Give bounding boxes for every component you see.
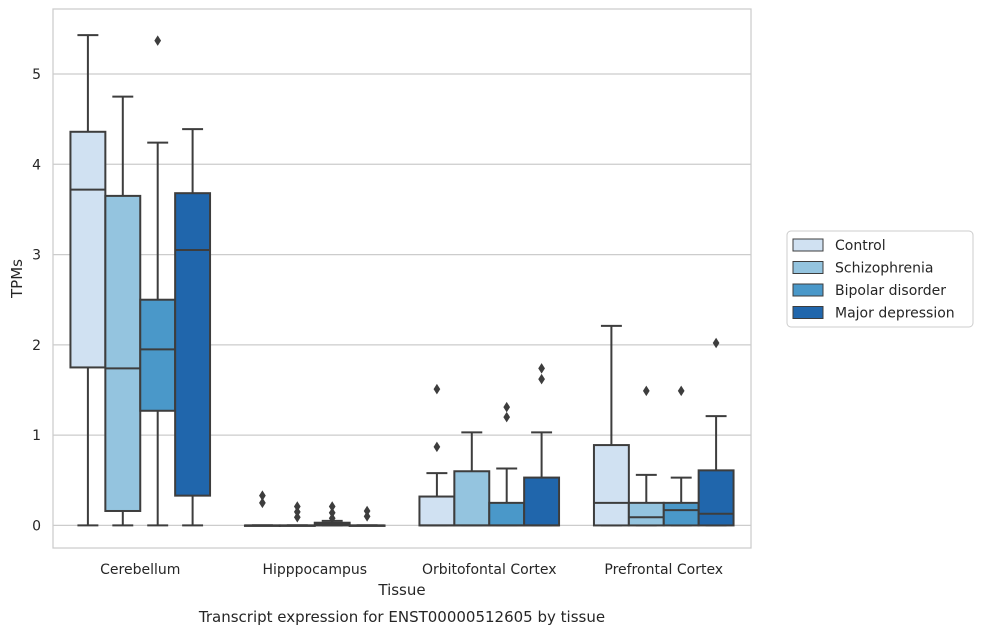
box	[104, 95, 142, 527]
box	[69, 34, 107, 527]
legend[interactable]: Control Schizophrenia Bipolar disorder Majo…	[786, 230, 974, 328]
plot-frame	[52, 8, 752, 549]
box-iqr	[69, 130, 107, 369]
y-tick-label: 1	[32, 428, 41, 444]
box	[523, 363, 561, 527]
box	[662, 385, 700, 527]
legend-swatch	[792, 306, 824, 319]
y-tick-label: 2	[32, 338, 41, 354]
box-iqr	[697, 469, 735, 527]
x-axis-title: Tissue	[377, 581, 425, 599]
legend-label: Control	[835, 238, 886, 254]
x-tick-label: Prefrontal Cortex	[604, 562, 723, 578]
legend-label: Major depression	[835, 306, 955, 322]
outlier-point	[259, 497, 266, 509]
outlier-point	[503, 401, 511, 413]
series-schizophrenia	[104, 95, 665, 527]
outlier-point	[259, 490, 266, 501]
x-tick-label: Cerebellum	[100, 562, 180, 578]
box-iqr	[592, 444, 630, 527]
box	[697, 337, 735, 527]
box-iqr	[139, 298, 177, 412]
legend-item[interactable]: Control	[792, 238, 886, 254]
legend-swatch	[792, 238, 824, 252]
outlier-point	[642, 385, 650, 397]
outlier-point	[293, 512, 301, 523]
legend-item[interactable]: Major depression	[792, 306, 955, 322]
box-iqr	[418, 495, 456, 527]
y-tick-label: 4	[32, 157, 41, 173]
legend-item[interactable]: Bipolar disorder	[792, 283, 946, 299]
outlier-point	[328, 512, 336, 524]
series-major-depression	[174, 128, 735, 527]
box	[174, 128, 212, 527]
box	[348, 505, 386, 527]
legend-item[interactable]: Schizophrenia	[792, 261, 933, 277]
box-iqr	[174, 192, 212, 497]
y-tick-label: 3	[32, 248, 41, 264]
outlier-point	[538, 373, 545, 385]
outlier-point	[433, 383, 441, 395]
outlier-point	[363, 511, 371, 522]
legend-label: Bipolar disorder	[835, 283, 946, 299]
series-bipolar-disorder	[139, 35, 700, 527]
box	[418, 383, 456, 527]
legend-frame	[786, 230, 974, 328]
outlier-point	[293, 506, 301, 518]
outlier-point	[433, 441, 441, 453]
x-axis-ticks: Cerebellum Hipppocampus Orbitofontal Corte…	[100, 562, 723, 578]
outlier-point	[677, 385, 685, 397]
legend-label: Schizophrenia	[835, 261, 933, 277]
y-axis-title: TPMs	[8, 259, 26, 299]
box	[453, 431, 491, 527]
outlier-point	[328, 507, 336, 519]
box-iqr	[453, 470, 491, 527]
box-iqr	[627, 501, 665, 527]
legend-swatch	[792, 283, 824, 297]
series-control	[69, 34, 630, 527]
box	[278, 501, 316, 527]
box	[243, 490, 281, 527]
box	[139, 35, 177, 527]
legend-swatch	[792, 261, 824, 274]
y-axis-ticks: 0 1 2 3 4 5	[32, 67, 41, 534]
box-iqr	[662, 501, 700, 527]
box-iqr	[523, 476, 561, 527]
outlier-point	[538, 363, 545, 374]
y-tick-label: 0	[32, 518, 41, 534]
outlier-point	[293, 501, 301, 512]
outlier-point	[503, 411, 511, 423]
box	[313, 501, 351, 527]
box	[627, 385, 665, 527]
box-iqr	[488, 501, 526, 527]
x-tick-label: Orbitofontal Cortex	[422, 562, 557, 578]
box	[592, 324, 630, 527]
outlier-point	[363, 505, 371, 517]
outlier-point	[154, 35, 162, 46]
outlier-point	[328, 501, 336, 512]
y-tick-label: 5	[32, 67, 41, 83]
box-series	[69, 34, 735, 527]
box	[488, 401, 526, 527]
outlier-point	[712, 337, 720, 349]
box-iqr	[104, 194, 142, 512]
x-tick-label: Hipppocampus	[262, 562, 367, 578]
chart-caption: Transcript expression for ENST0000051260…	[198, 608, 605, 626]
